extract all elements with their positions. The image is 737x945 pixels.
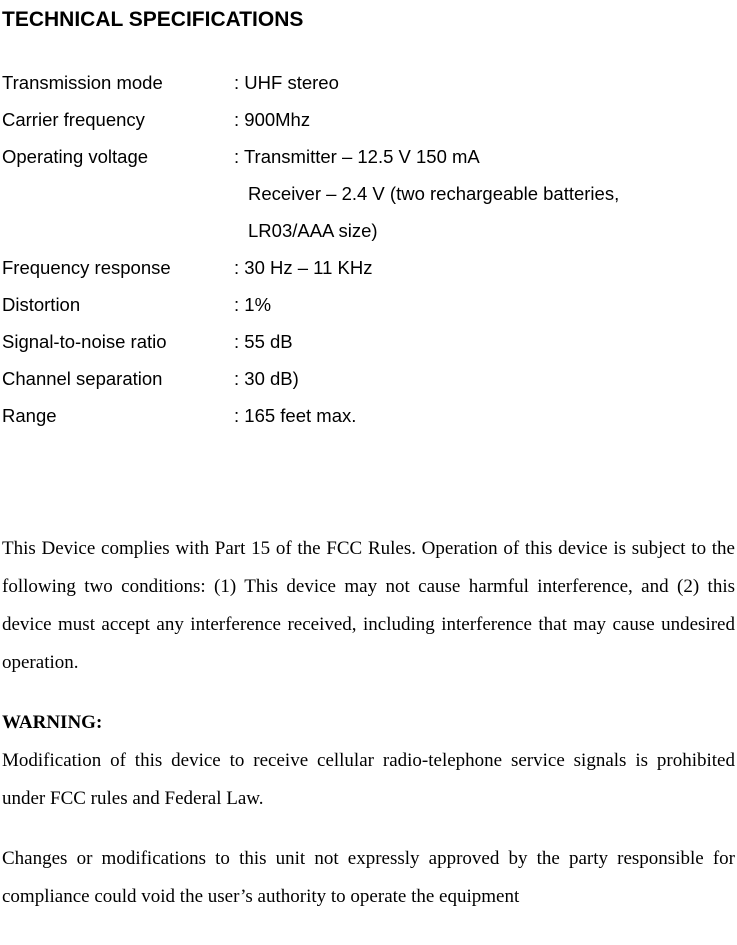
spec-label: Carrier frequency bbox=[2, 101, 234, 138]
spec-label: Distortion bbox=[2, 286, 234, 323]
spec-value-cont: Receiver – 2.4 V (two rechargeable batte… bbox=[248, 175, 735, 212]
warning-paragraph: Modification of this device to receive c… bbox=[2, 742, 735, 818]
spec-row-channel-separation: Channel separation : 30 dB) bbox=[2, 360, 735, 397]
spec-value-cont: LR03/AAA size) bbox=[248, 212, 735, 249]
spec-label: Range bbox=[2, 397, 234, 434]
fcc-compliance-paragraph: This Device complies with Part 15 of the… bbox=[2, 530, 735, 682]
document-page: TECHNICAL SPECIFICATIONS Transmission mo… bbox=[0, 0, 737, 936]
spec-row-transmission-mode: Transmission mode : UHF stereo bbox=[2, 64, 735, 101]
spec-row-distortion: Distortion : 1% bbox=[2, 286, 735, 323]
spec-label: Frequency response bbox=[2, 249, 234, 286]
spec-row-snr: Signal-to-noise ratio : 55 dB bbox=[2, 323, 735, 360]
spec-cont-spacer bbox=[2, 175, 248, 212]
section-heading: TECHNICAL SPECIFICATIONS bbox=[2, 4, 735, 36]
spec-label: Operating voltage bbox=[2, 138, 234, 175]
spec-value: : 55 dB bbox=[234, 323, 735, 360]
spec-value: : 900Mhz bbox=[234, 101, 735, 138]
changes-paragraph: Changes or modifications to this unit no… bbox=[2, 840, 735, 916]
paragraph-gap bbox=[2, 818, 735, 840]
spec-value: : 30 dB) bbox=[234, 360, 735, 397]
spec-row-operating-voltage-cont1: Receiver – 2.4 V (two rechargeable batte… bbox=[2, 175, 735, 212]
warning-heading: WARNING: bbox=[2, 704, 735, 742]
spec-row-range: Range : 165 feet max. bbox=[2, 397, 735, 434]
spec-label: Channel separation bbox=[2, 360, 234, 397]
spec-row-carrier-frequency: Carrier frequency : 900Mhz bbox=[2, 101, 735, 138]
spec-label: Signal-to-noise ratio bbox=[2, 323, 234, 360]
spec-value: : Transmitter – 12.5 V 150 mA bbox=[234, 138, 735, 175]
spec-value: : 30 Hz – 11 KHz bbox=[234, 249, 735, 286]
spec-label: Transmission mode bbox=[2, 64, 234, 101]
spec-row-operating-voltage-cont2: LR03/AAA size) bbox=[2, 212, 735, 249]
spec-row-frequency-response: Frequency response : 30 Hz – 11 KHz bbox=[2, 249, 735, 286]
spec-value: : 165 feet max. bbox=[234, 397, 735, 434]
spec-row-operating-voltage: Operating voltage : Transmitter – 12.5 V… bbox=[2, 138, 735, 175]
spec-cont-spacer bbox=[2, 212, 248, 249]
spec-value: : 1% bbox=[234, 286, 735, 323]
paragraph-gap bbox=[2, 682, 735, 704]
spec-value: : UHF stereo bbox=[234, 64, 735, 101]
section-gap bbox=[2, 434, 735, 530]
